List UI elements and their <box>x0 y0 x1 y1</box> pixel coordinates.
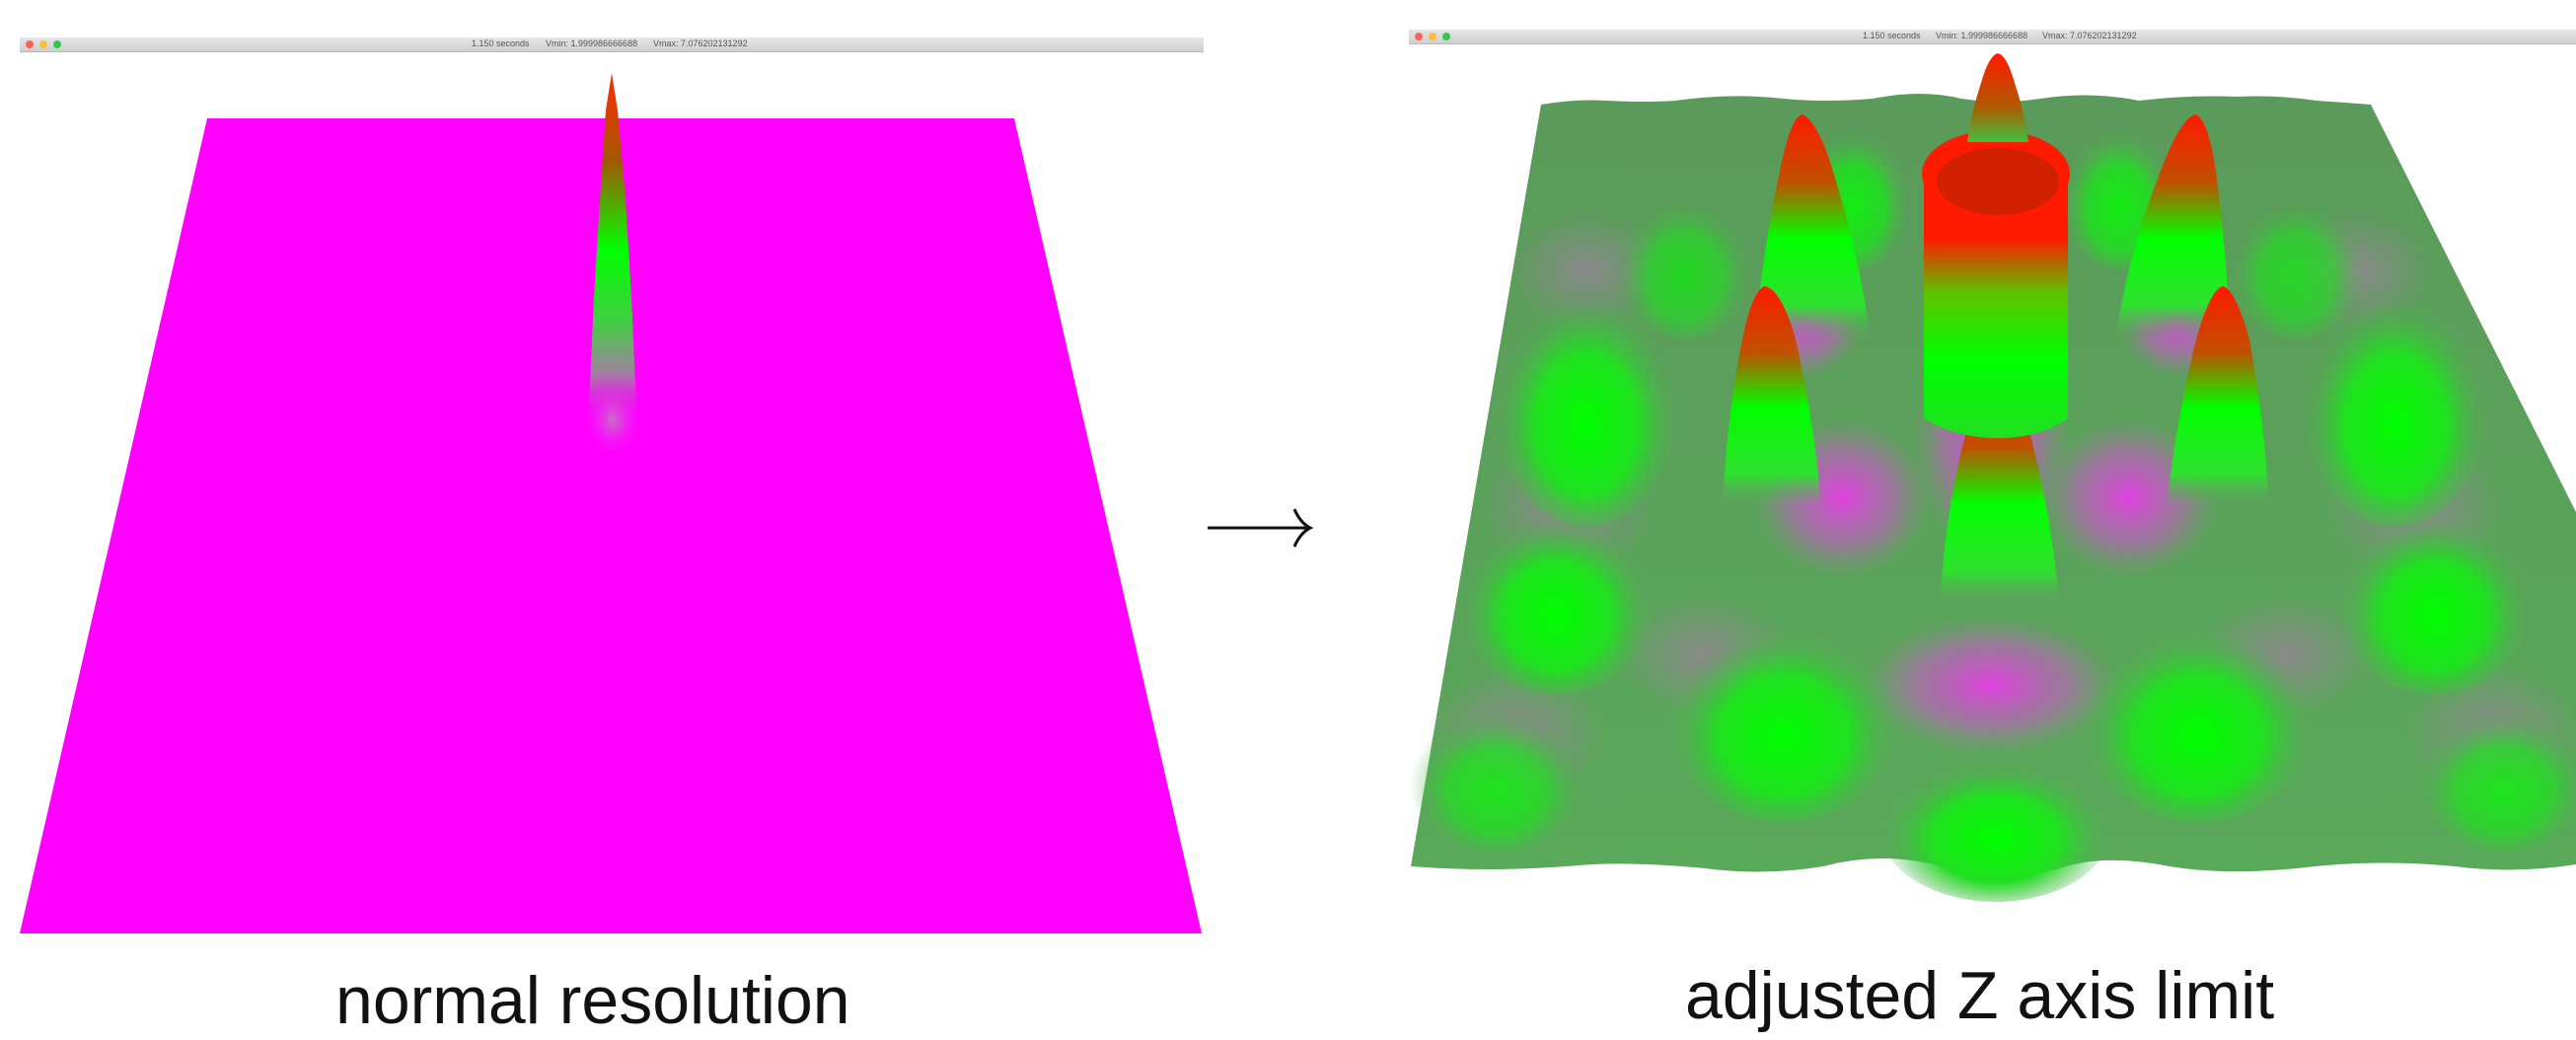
left-caption: normal resolution <box>335 963 850 1038</box>
vmax-readout: Vmax: 7.076202131292 <box>653 38 748 48</box>
left-titlebar: 1.150 seconds Vmin: 1.999986666688 Vmax:… <box>20 37 1204 52</box>
zoom-button[interactable] <box>1442 33 1450 40</box>
right-titlebar: 1.150 seconds Vmin: 1.999986666688 Vmax:… <box>1409 30 2576 44</box>
spike <box>588 73 637 426</box>
bump <box>2302 270 2489 527</box>
right-caption: adjusted Z axis limit <box>1685 958 2275 1033</box>
zoom-button[interactable] <box>53 40 61 48</box>
bump <box>1877 744 2114 902</box>
bump <box>2415 695 2576 853</box>
vmin-readout: Vmin: 1.999986666688 <box>1936 31 2028 40</box>
cylinder-top <box>1937 148 2059 215</box>
bump <box>1616 182 1754 339</box>
bump <box>2336 497 2534 695</box>
peak <box>1723 286 1821 507</box>
peak <box>1754 114 1871 339</box>
close-button[interactable] <box>26 40 34 48</box>
close-button[interactable] <box>1415 33 1423 40</box>
valley <box>1863 616 2119 754</box>
elapsed-seconds: 1.150 seconds <box>1863 31 1921 40</box>
clipped-cylinder <box>1924 172 2068 438</box>
right-arrow-icon <box>1208 508 1314 548</box>
bump <box>1665 606 1902 823</box>
left-plot-window: 1.150 seconds Vmin: 1.999986666688 Vmax:… <box>20 37 1204 945</box>
bump <box>1409 695 1586 853</box>
minimize-button[interactable] <box>39 40 47 48</box>
bump <box>2080 606 2317 823</box>
bump <box>2228 182 2366 339</box>
left-surface-plot <box>20 73 1202 933</box>
peak <box>2167 286 2269 507</box>
bump <box>1458 497 1656 695</box>
elapsed-seconds: 1.150 seconds <box>472 38 530 48</box>
flat-surface <box>20 118 1202 933</box>
peak <box>2115 114 2230 339</box>
right-surface-plot <box>1409 53 2576 902</box>
top-peak <box>1967 53 2028 142</box>
right-plot-window: 1.150 seconds Vmin: 1.999986666688 Vmax:… <box>1409 30 2576 902</box>
vmax-readout: Vmax: 7.076202131292 <box>2042 31 2137 40</box>
vmin-readout: Vmin: 1.999986666688 <box>546 38 638 48</box>
bump <box>1493 270 1680 527</box>
minimize-button[interactable] <box>1429 33 1436 40</box>
